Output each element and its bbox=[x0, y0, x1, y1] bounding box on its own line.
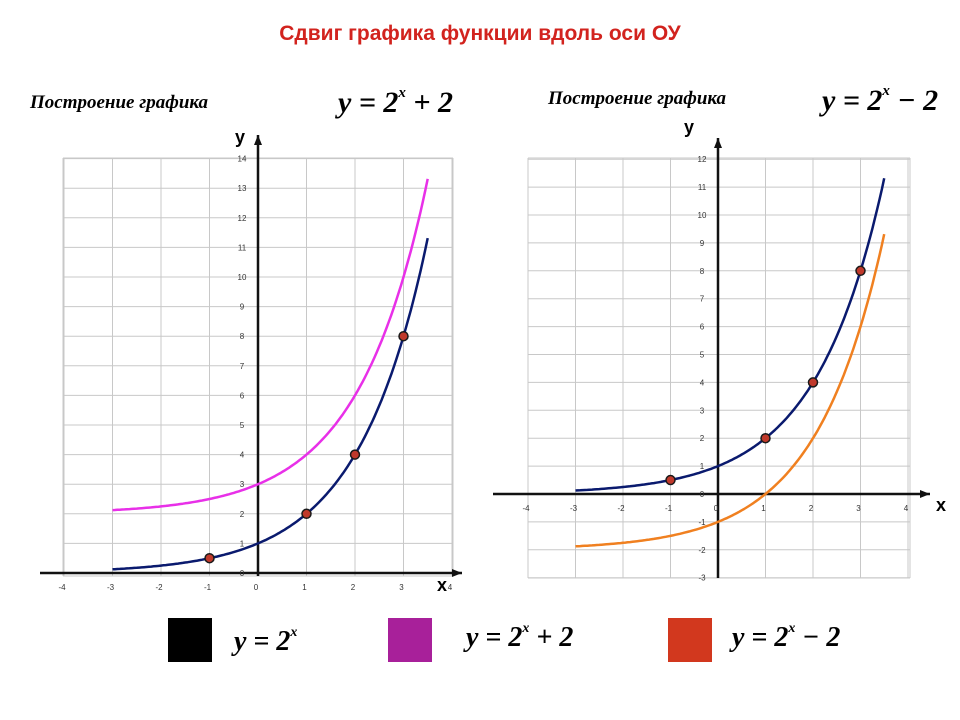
chart1-y-tick-label: 9 bbox=[240, 303, 245, 312]
legend-plus-tail: + 2 bbox=[529, 622, 574, 653]
chart2-x-tick-label: 0 bbox=[714, 504, 719, 513]
chart2-y-tick-label: -2 bbox=[698, 546, 706, 555]
chart1-y-tick-label: 3 bbox=[240, 480, 245, 489]
chart1-x-tick-label: 4 bbox=[448, 583, 453, 592]
chart1-data-point bbox=[349, 449, 361, 460]
chart2-y-tick-label: 11 bbox=[698, 183, 707, 192]
chart2-y-tick-label: 5 bbox=[700, 351, 705, 360]
chart1-y-tick-label: 5 bbox=[240, 421, 245, 430]
chart1-y-tick-label: 7 bbox=[240, 362, 245, 371]
chart1-y-tick-label: 11 bbox=[238, 243, 247, 252]
chart1-y-axis-arrow bbox=[254, 135, 262, 145]
left-formula-tail: + 2 bbox=[405, 86, 454, 119]
chart2-y-tick-label: 6 bbox=[700, 323, 705, 332]
chart2-y-tick-label: 10 bbox=[698, 211, 707, 220]
chart2-y-axis-arrow bbox=[714, 138, 722, 148]
chart1-y-tick-label: 10 bbox=[238, 273, 247, 282]
legend-label-plus: y = 2x + 2 bbox=[466, 620, 574, 654]
chart1-x-tick-label: 0 bbox=[254, 583, 259, 592]
chart2-y-tick-label: -1 bbox=[698, 518, 706, 527]
chart1-y-tick-label: 2 bbox=[240, 510, 245, 519]
chart2-data-point bbox=[665, 474, 676, 486]
chart1-y-tick-label: 14 bbox=[238, 155, 247, 164]
chart2-x-tick-label: -4 bbox=[522, 504, 530, 513]
right-formula-exponent: x bbox=[882, 83, 890, 99]
chart2-x-tick-label: 1 bbox=[761, 504, 766, 513]
legend-swatch-plus bbox=[388, 618, 432, 662]
chart2-y-tick-label: -3 bbox=[698, 574, 706, 583]
chart2-y-tick-label: 12 bbox=[698, 155, 707, 164]
chart2-curve-2x-minus-2 bbox=[575, 233, 886, 548]
chart2-y-tick-label: 4 bbox=[700, 378, 705, 387]
chart2-y-tick-label: 0 bbox=[700, 490, 705, 499]
chart1-x-tick-label: 1 bbox=[302, 583, 307, 592]
chart1-y-tick-label: 13 bbox=[238, 184, 247, 193]
chart2-y-tick-label: 3 bbox=[700, 406, 705, 415]
chart2-x-tick-label: -1 bbox=[665, 504, 673, 513]
chart2-y-tick-label: 1 bbox=[700, 462, 705, 471]
right-subtitle: Построение графика bbox=[548, 88, 727, 109]
chart1-y-tick-label: 1 bbox=[240, 539, 245, 548]
chart1-y-tick-label: 8 bbox=[240, 332, 245, 341]
chart2-x-tick-label: -2 bbox=[617, 504, 625, 513]
legend-plus-exponent: x bbox=[522, 620, 530, 636]
left-formula-exponent: x bbox=[398, 85, 406, 101]
chart2-curve-2x bbox=[575, 178, 886, 492]
legend-base-text: y = 2 bbox=[234, 626, 291, 657]
chart1-y-tick-label: 4 bbox=[240, 451, 245, 460]
legend-plus-text: y = 2 bbox=[466, 622, 523, 653]
chart2-data-point bbox=[760, 432, 771, 444]
legend-base-exponent: x bbox=[290, 624, 298, 640]
chart1-y-tick-label: 12 bbox=[238, 214, 247, 223]
legend-swatch-minus bbox=[668, 618, 712, 662]
chart2-y-tick-label: 8 bbox=[700, 267, 705, 276]
chart2-x-tick-label: 3 bbox=[856, 504, 861, 513]
legend-minus-exponent: x bbox=[788, 620, 796, 636]
chart1-y-tick-label: 0 bbox=[240, 569, 245, 578]
chart2-x-tick-label: 4 bbox=[904, 504, 909, 513]
chart2-y-tick-label: 9 bbox=[700, 239, 705, 248]
chart2-y-tick-label: 2 bbox=[700, 434, 705, 443]
chart1-data-point bbox=[204, 552, 215, 564]
right-formula-base: y = 2 bbox=[822, 84, 883, 117]
legend-minus-text: y = 2 bbox=[732, 622, 789, 653]
chart1-x-tick-label: -4 bbox=[58, 583, 66, 592]
chart1-x-tick-label: 2 bbox=[351, 583, 356, 592]
left-formula-base: y = 2 bbox=[338, 86, 399, 119]
legend-label-minus: y = 2x − 2 bbox=[732, 620, 841, 654]
chart2-x-axis-label: x bbox=[936, 495, 946, 515]
right-formula-tail: − 2 bbox=[889, 84, 939, 117]
legend-swatch-base bbox=[168, 618, 212, 662]
chart1-y-axis-label: y bbox=[235, 127, 245, 147]
chart2-data-point bbox=[807, 377, 819, 388]
left-formula: y = 2x + 2 bbox=[338, 85, 454, 120]
chart1-x-axis-label: x bbox=[437, 575, 447, 595]
chart2-x-tick-label: -3 bbox=[570, 504, 578, 513]
chart1-curve-2x bbox=[112, 237, 429, 571]
left-subtitle: Построение графика bbox=[30, 92, 209, 113]
chart1-y-tick-label: 6 bbox=[240, 391, 245, 400]
chart1-data-point bbox=[398, 330, 409, 342]
chart2-y-axis-label: y bbox=[684, 117, 694, 137]
chart1-x-tick-label: -1 bbox=[204, 583, 212, 592]
chart1-curve-2x-plus-2 bbox=[112, 178, 429, 512]
chart1-x-tick-label: -2 bbox=[155, 583, 163, 592]
chart2-x-tick-label: 2 bbox=[809, 504, 814, 513]
right-formula: y = 2x − 2 bbox=[822, 83, 939, 118]
legend-label-base: y = 2x bbox=[234, 624, 298, 658]
chart2-y-tick-label: 7 bbox=[700, 295, 705, 304]
chart1-x-tick-label: -3 bbox=[107, 583, 115, 592]
chart2-x-axis-arrow bbox=[920, 490, 930, 498]
chart2-data-point bbox=[855, 265, 866, 277]
legend-minus-tail: − 2 bbox=[795, 622, 841, 653]
chart1-x-axis-arrow bbox=[452, 569, 462, 577]
chart1-data-point bbox=[301, 508, 312, 520]
page-title: Сдвиг графика функции вдоль оси ОУ bbox=[279, 22, 681, 45]
chart1-x-tick-label: 3 bbox=[399, 583, 404, 592]
